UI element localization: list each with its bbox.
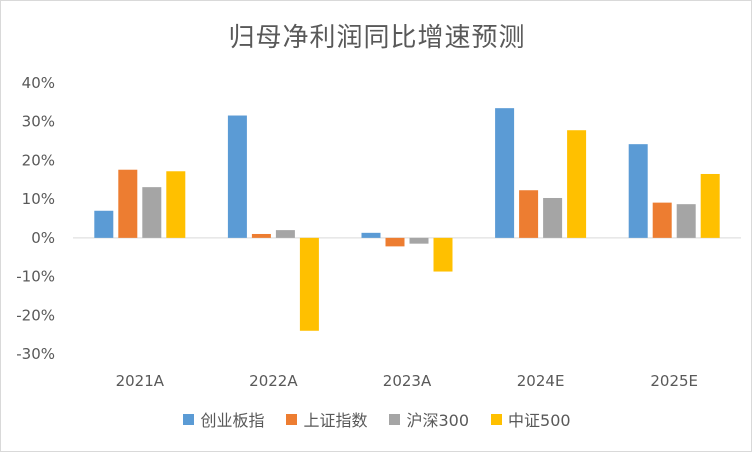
x-category-label: 2024E (517, 372, 565, 390)
legend-swatch (286, 413, 298, 425)
legend-label: 上证指数 (303, 411, 368, 430)
legend-label: 沪深300 (406, 411, 470, 430)
bar (628, 144, 648, 238)
bar (433, 237, 453, 272)
bar (652, 202, 672, 238)
legend-item: 沪深300 (389, 407, 469, 431)
y-tick-label: -10% (16, 268, 55, 286)
x-category-label: 2022A (249, 372, 298, 390)
bar (227, 115, 247, 238)
bar (251, 233, 271, 238)
y-tick-label: 10% (22, 190, 55, 208)
bar (700, 173, 720, 238)
y-tick-label: -20% (16, 306, 55, 324)
bar (94, 210, 114, 238)
bar (409, 237, 429, 244)
legend-item: 中证500 (491, 407, 571, 431)
bar (118, 169, 138, 238)
bar (275, 230, 295, 238)
y-tick-label: 30% (22, 113, 55, 131)
legend-swatch (183, 413, 195, 425)
legend-label: 创业板指 (200, 411, 265, 430)
legend-swatch (389, 413, 401, 425)
x-category-label: 2023A (383, 372, 432, 390)
x-category-label: 2025E (650, 372, 698, 390)
bar (543, 197, 563, 238)
x-category-label: 2021A (116, 372, 165, 390)
legend-item: 创业板指 (183, 407, 264, 431)
y-tick-label: 40% (22, 74, 55, 92)
bar (385, 237, 405, 247)
bar (361, 232, 381, 238)
bar (519, 190, 539, 238)
bar (676, 204, 696, 238)
bar (495, 108, 515, 238)
bar (142, 187, 162, 238)
chart-title: 归母净利润同比增速预测 (228, 23, 526, 53)
y-tick-label: 0% (31, 229, 55, 247)
bar (166, 171, 186, 238)
legend-label: 中证500 (508, 411, 571, 430)
legend-item: 上证指数 (286, 407, 367, 431)
chart-legend: 创业板指 上证指数 沪深300 中证500 (1, 407, 751, 431)
legend-swatch (491, 413, 503, 425)
bar (567, 130, 587, 238)
y-tick-label: -30% (16, 345, 55, 363)
y-tick-label: 20% (22, 151, 55, 169)
bar (299, 237, 319, 331)
